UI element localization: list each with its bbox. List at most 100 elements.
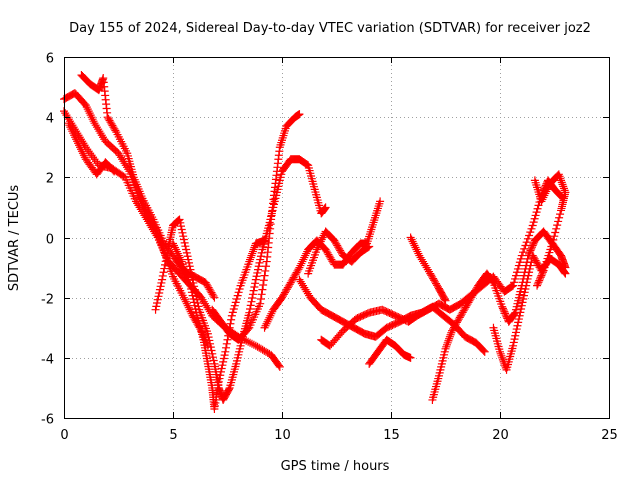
data-point xyxy=(521,284,530,293)
data-point xyxy=(206,286,215,295)
data-point xyxy=(408,237,417,246)
data-point xyxy=(451,320,460,329)
data-point xyxy=(229,305,238,314)
data-point xyxy=(247,297,256,306)
data-point xyxy=(535,276,544,285)
data-point xyxy=(68,127,77,136)
data-point xyxy=(251,341,260,350)
data-point xyxy=(86,111,95,120)
data-point xyxy=(318,233,327,242)
data-point xyxy=(278,293,286,302)
data-point xyxy=(444,336,453,345)
data-point xyxy=(105,116,114,125)
data-point xyxy=(336,246,345,255)
data-point xyxy=(114,149,123,158)
data-point xyxy=(258,285,267,294)
data-point xyxy=(174,251,183,260)
data-point xyxy=(246,255,255,264)
data-point xyxy=(262,262,271,271)
data-point xyxy=(95,127,104,136)
data-point xyxy=(157,278,166,287)
data-point xyxy=(256,344,265,353)
series-sat-e xyxy=(151,155,330,404)
data-point xyxy=(190,298,199,307)
data-point xyxy=(313,243,322,252)
data-point xyxy=(509,310,518,319)
data-point xyxy=(203,281,212,290)
series-sat-p xyxy=(530,170,570,290)
data-point xyxy=(249,245,258,254)
data-point xyxy=(519,295,528,304)
data-point xyxy=(173,249,182,258)
data-point xyxy=(335,244,344,253)
y-tick-label: 4 xyxy=(46,112,54,127)
data-point xyxy=(465,296,474,305)
data-point xyxy=(246,305,255,314)
data-point xyxy=(215,374,224,383)
data-point xyxy=(209,356,218,365)
data-point xyxy=(109,123,118,132)
data-point xyxy=(249,286,258,295)
data-point xyxy=(293,266,302,275)
data-point xyxy=(488,276,497,285)
data-point xyxy=(331,238,340,247)
data-point xyxy=(115,151,124,160)
data-point xyxy=(179,232,188,241)
y-tick-label: 2 xyxy=(46,172,54,187)
data-point xyxy=(511,274,520,283)
data-point xyxy=(155,288,164,297)
x-tick-label: 5 xyxy=(169,428,177,443)
data-point xyxy=(256,299,265,308)
data-point xyxy=(519,248,528,257)
data-point xyxy=(508,282,517,291)
data-point xyxy=(81,101,90,110)
data-point xyxy=(214,377,223,386)
data-point xyxy=(176,222,185,231)
data-point xyxy=(521,241,530,250)
data-point xyxy=(499,306,508,315)
data-point xyxy=(330,236,339,245)
data-point xyxy=(199,297,208,306)
data-point xyxy=(222,339,231,348)
data-point xyxy=(534,261,543,270)
data-point xyxy=(256,252,265,261)
series-sat-c xyxy=(77,71,219,302)
data-point xyxy=(161,257,170,266)
data-point xyxy=(471,286,480,295)
data-point xyxy=(208,290,217,299)
data-point xyxy=(161,260,170,269)
data-point xyxy=(181,297,190,306)
data-point xyxy=(511,331,520,340)
data-point xyxy=(453,316,462,325)
data-point xyxy=(542,187,551,196)
data-point xyxy=(469,289,478,298)
data-point xyxy=(191,305,200,314)
data-point xyxy=(472,284,481,293)
data-point xyxy=(316,237,325,246)
data-point xyxy=(556,210,565,219)
data-point xyxy=(156,282,165,291)
data-point xyxy=(464,298,473,307)
data-point xyxy=(518,298,527,307)
data-point xyxy=(321,203,330,212)
data-point xyxy=(528,241,537,250)
data-point xyxy=(84,147,93,156)
data-point xyxy=(411,243,420,252)
data-point xyxy=(519,291,528,300)
data-point xyxy=(555,213,564,222)
data-point xyxy=(283,283,292,292)
data-point xyxy=(561,269,570,278)
data-point xyxy=(208,353,217,362)
data-point xyxy=(248,290,257,299)
data-point xyxy=(227,311,236,320)
data-point xyxy=(221,347,230,356)
data-point xyxy=(266,311,275,320)
y-tick-label: 0 xyxy=(46,233,54,248)
data-point xyxy=(526,246,535,255)
data-point xyxy=(325,252,334,261)
data-point xyxy=(75,141,84,150)
data-point xyxy=(526,261,535,270)
data-point xyxy=(406,233,415,242)
data-point xyxy=(295,263,304,272)
data-point xyxy=(544,183,553,192)
